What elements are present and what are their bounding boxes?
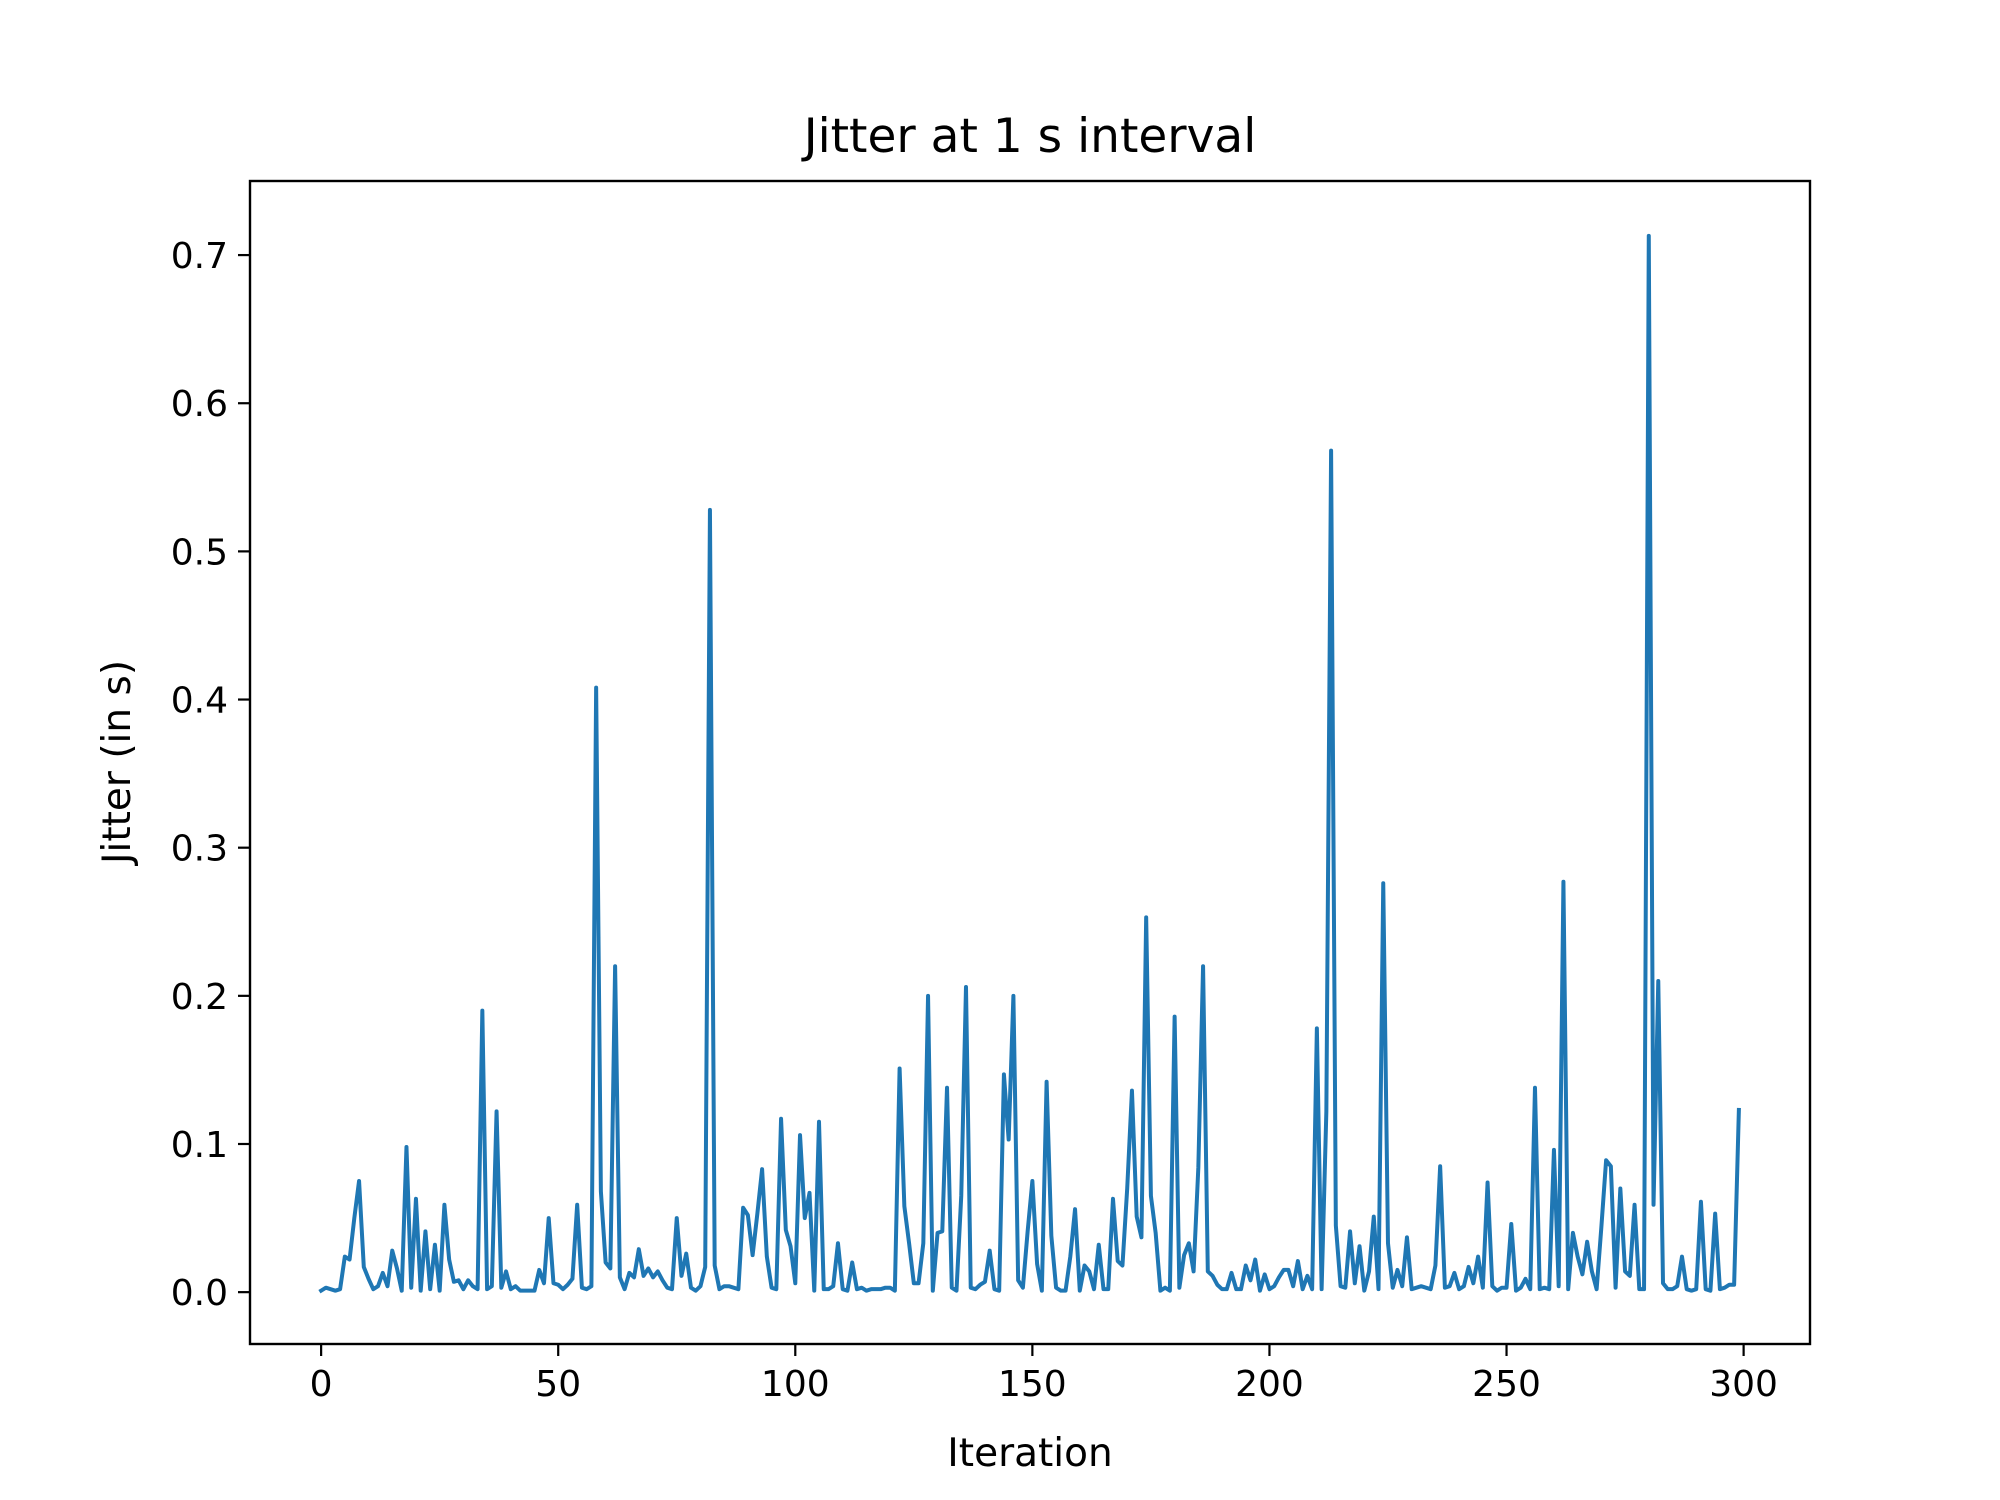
y-tick-label: 0.1	[171, 1125, 228, 1166]
y-tick-label: 0.0	[171, 1273, 228, 1314]
y-tick-label: 0.3	[171, 829, 228, 870]
plot-area	[318, 233, 1741, 1294]
x-tick-label: 250	[1472, 1364, 1541, 1405]
x-tick-label: 50	[535, 1364, 581, 1405]
x-tick-label: 200	[1235, 1364, 1304, 1405]
y-tick-label: 0.7	[171, 236, 228, 277]
x-axis: 0 50 100 150 200 250 300	[310, 1344, 1778, 1405]
y-tick-label: 0.2	[171, 977, 228, 1018]
x-axis-label: Iteration	[947, 1431, 1112, 1476]
chart-title: Jitter at 1 s interval	[801, 109, 1257, 164]
series-line	[318, 233, 1741, 1294]
x-tick-label: 100	[761, 1364, 830, 1405]
x-tick-label: 300	[1709, 1364, 1778, 1405]
y-tick-label: 0.6	[171, 384, 228, 425]
axes-frame	[248, 179, 1812, 1346]
y-tick-label: 0.4	[171, 681, 228, 722]
y-tick-label: 0.5	[171, 532, 228, 573]
y-axis: 0.0 0.1 0.2 0.3 0.4 0.5 0.6 0.7	[171, 236, 250, 1314]
x-tick-label: 0	[310, 1364, 333, 1405]
x-tick-label: 150	[998, 1364, 1067, 1405]
y-axis-label: Jitter (in s)	[95, 660, 140, 867]
